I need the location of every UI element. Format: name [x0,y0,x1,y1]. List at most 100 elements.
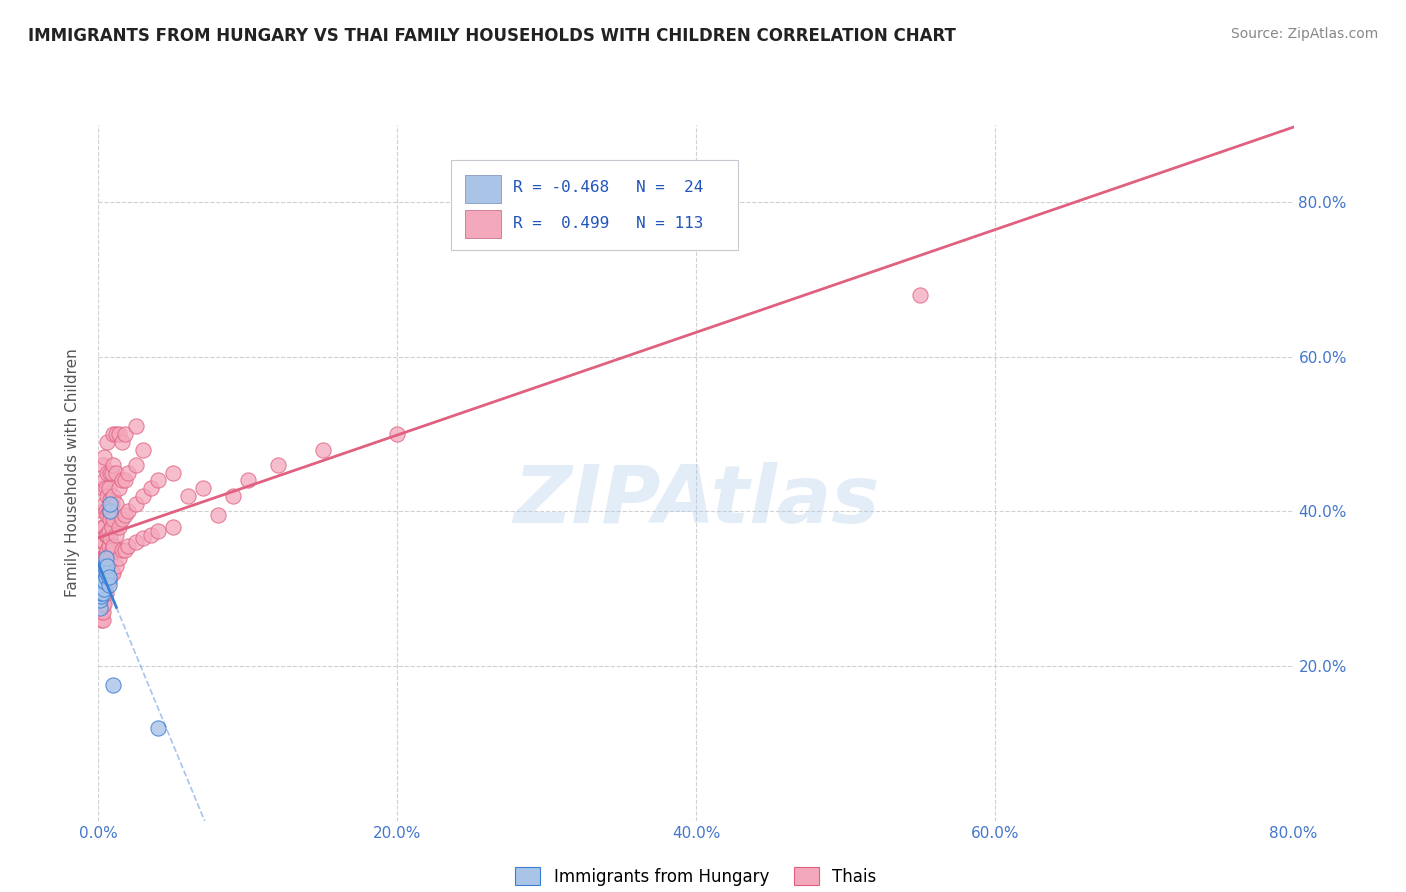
Point [117,504,139,518]
Point [89,601,111,615]
Point [93,574,115,588]
Point [94,550,117,565]
Point [91,574,114,588]
Point [103,458,125,472]
Point [100,497,122,511]
Point [97,539,120,553]
Point [91,613,114,627]
Point [267,458,290,472]
Point [93,535,115,549]
Point [117,466,139,480]
Point [111,434,134,449]
Point [103,539,125,553]
Point [93,474,115,488]
Point [90,566,112,581]
Point [97,558,120,573]
Point [97,578,120,592]
Point [101,466,124,480]
Point [96,574,118,588]
Point [90,590,112,604]
Point [94,562,117,576]
Point [91,458,114,472]
Y-axis label: Family Households with Children: Family Households with Children [65,349,80,597]
Text: IMMIGRANTS FROM HUNGARY VS THAI FAMILY HOUSEHOLDS WITH CHILDREN CORRELATION CHAR: IMMIGRANTS FROM HUNGARY VS THAI FAMILY H… [28,27,956,45]
Point [90,550,112,565]
Point [93,585,115,599]
FancyBboxPatch shape [451,160,738,250]
Text: ZIPAtlas: ZIPAtlas [513,461,879,540]
Point [93,558,115,573]
Point [94,585,117,599]
Point [103,489,125,503]
Point [114,474,136,488]
Point [114,427,136,442]
Point [89,582,111,596]
Point [191,481,214,495]
Point [94,481,117,495]
Point [89,566,111,581]
Point [908,288,931,302]
Point [125,458,148,472]
Point [91,504,114,518]
Text: N = 113: N = 113 [637,216,703,231]
Point [111,543,134,558]
Text: R = -0.468: R = -0.468 [513,180,609,195]
Point [90,582,112,596]
Point [96,543,118,558]
Point [117,539,139,553]
Point [90,585,112,599]
Point [91,605,114,619]
Point [96,558,118,573]
Point [97,481,120,495]
Point [100,570,122,584]
Point [105,466,128,480]
Point [91,566,114,581]
Point [132,442,155,457]
Point [91,597,114,611]
Point [93,574,115,588]
Point [94,504,117,518]
Point [103,427,125,442]
Point [91,535,114,549]
Point [108,550,131,565]
Point [125,535,148,549]
Point [111,512,134,526]
Point [100,532,122,546]
Point [105,497,128,511]
Point [101,520,124,534]
Point [93,520,115,534]
FancyBboxPatch shape [465,175,501,202]
Point [132,489,155,503]
Point [90,558,112,573]
Legend: Immigrants from Hungary, Thais: Immigrants from Hungary, Thais [509,861,883,892]
Point [91,566,114,581]
Point [89,605,111,619]
Point [139,527,162,541]
Point [93,550,115,565]
Point [111,474,134,488]
Point [96,466,118,480]
Point [105,527,128,541]
Point [93,450,115,465]
Point [236,474,259,488]
Text: Source: ZipAtlas.com: Source: ZipAtlas.com [1230,27,1378,41]
Point [94,574,117,588]
Point [90,605,112,619]
Point [91,574,114,588]
Point [105,427,128,442]
Point [89,593,111,607]
Point [90,597,112,611]
Point [100,492,122,507]
Point [90,613,112,627]
Point [100,466,122,480]
Text: N =  24: N = 24 [637,180,703,195]
Point [89,597,111,611]
Point [94,562,117,576]
Point [108,520,131,534]
Point [91,520,114,534]
Point [89,574,111,588]
Point [100,512,122,526]
Point [162,466,184,480]
Point [97,570,120,584]
Point [103,678,125,692]
